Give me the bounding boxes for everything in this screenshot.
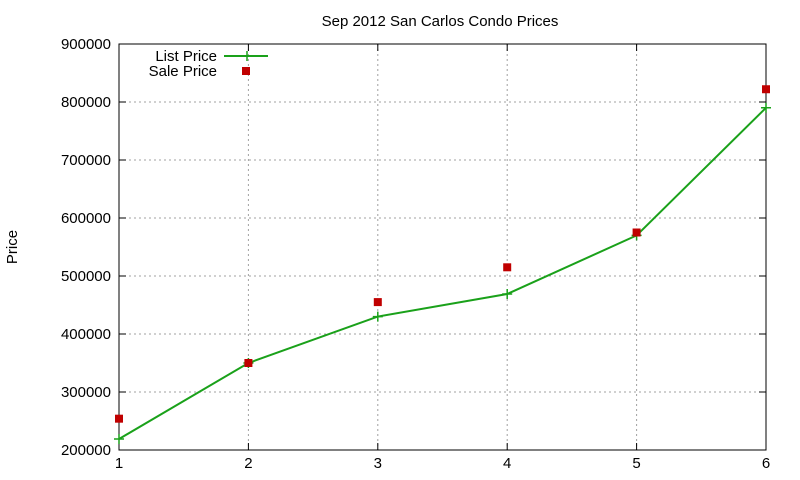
series-layer [114, 85, 771, 444]
list-price-point [372, 311, 383, 322]
x-tick-label: 6 [762, 455, 770, 472]
y-axis-label: Price [4, 230, 21, 264]
y-tick-label: 500000 [61, 268, 111, 285]
sale-price-point [373, 298, 382, 307]
legend-label-list-price: List Price [155, 48, 217, 65]
y-tick-label: 700000 [61, 152, 111, 169]
y-tick-label: 200000 [61, 442, 111, 459]
y-tick-label: 400000 [61, 326, 111, 343]
x-tick-label: 2 [244, 455, 252, 472]
list-price-point [502, 288, 513, 299]
x-tick-label: 3 [374, 455, 382, 472]
list-price-point [761, 102, 771, 113]
y-tick-label: 800000 [61, 94, 111, 111]
x-tick-label: 4 [503, 455, 511, 472]
y-tick-label: 600000 [61, 210, 111, 227]
sale-price-point [244, 359, 253, 367]
list-price-point [114, 433, 124, 444]
y-axis: 200000 300000 400000 500000 600000 700000 8000… [61, 36, 766, 459]
x-tick-label: 1 [115, 455, 123, 472]
series-line-list-price [118, 107, 767, 440]
sale-price-point [632, 228, 641, 237]
sale-price-point [762, 85, 770, 94]
chart-title: Sep 2012 San Carlos Condo Prices [322, 13, 559, 30]
legend-label-sale-price: Sale Price [149, 63, 217, 80]
y-tick-label: 300000 [61, 384, 111, 401]
y-tick-label: 900000 [61, 36, 111, 53]
sale-price-point [115, 414, 123, 423]
sale-price-point [503, 263, 512, 272]
x-tick-label: 5 [632, 455, 640, 472]
legend: List Price Sale Price [149, 48, 268, 80]
plot-frame [118, 43, 767, 451]
x-axis: 1 2 3 4 5 6 [115, 44, 770, 472]
grid-layer [119, 44, 766, 450]
legend-marker-list-price [242, 51, 252, 61]
legend-marker-sale-price [242, 67, 250, 75]
